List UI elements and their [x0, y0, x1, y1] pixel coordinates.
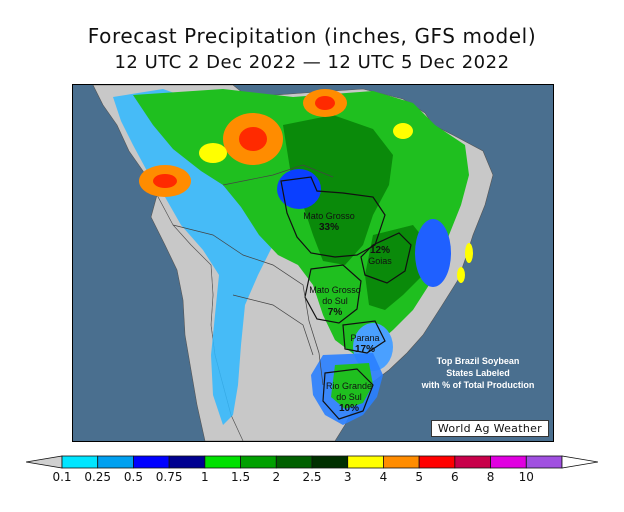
coastal-yellow-2	[457, 267, 465, 283]
colorbar-swatch	[97, 455, 134, 469]
country-border-2	[222, 164, 334, 186]
region-pct: 33%	[318, 222, 339, 233]
region-label-goias: 12% Goias	[355, 245, 405, 267]
rain-patch-blue-1	[277, 169, 321, 209]
colorbar-swatch	[347, 455, 384, 469]
region-pct: 17%	[354, 344, 375, 355]
mato-grosso-do-sul-outline	[304, 264, 362, 324]
colorbar-swatch	[204, 455, 241, 469]
parana-outline	[342, 320, 386, 354]
rio-grande-do-sul-outline	[322, 368, 374, 420]
colorbar-swatch	[311, 455, 349, 469]
colorbar-swatch	[275, 455, 313, 469]
rain-patch-blue-2	[415, 219, 451, 287]
map-title: Forecast Precipitation (inches, GFS mode…	[87, 24, 537, 48]
colorbar-swatch	[525, 455, 563, 469]
goias-outline	[360, 232, 412, 284]
colorbar-tick-label: 2.5	[302, 470, 322, 484]
credit-label: World Ag Weather	[430, 420, 549, 437]
colorbar-swatch	[490, 455, 527, 469]
coastal-yellow-1	[465, 243, 473, 263]
region-label-rio-grande-do-sul: Rio Grande do Sul 10%	[319, 381, 379, 414]
colorbar-tick-label: 5	[415, 470, 423, 484]
map-graphic	[92, 85, 494, 441]
colorbar-swatch	[168, 455, 206, 469]
note-line-2: States Labeled	[446, 368, 510, 378]
hotspot-5	[199, 143, 227, 163]
map-note: Top Brazil Soybean States Labeled with %…	[403, 355, 553, 391]
region-name: Mato Grosso	[303, 211, 355, 221]
region-name: Parana	[350, 333, 380, 343]
region-label-parana: Parana 17%	[343, 333, 387, 355]
colorbar-tick-label: 0.1	[52, 470, 72, 484]
heavy-rain-area-2	[365, 225, 429, 310]
colorbar-swatch	[383, 455, 420, 469]
precipitation-colorbar	[26, 455, 598, 469]
colorbar-swatch	[61, 455, 99, 469]
hotspot-2-core	[239, 127, 267, 151]
region-pct: 7%	[327, 307, 343, 318]
colorbar-ticks: 0.1 0.25 0.5 0.75 1 1.5 2 2.5 3 4 5 6 8 10	[0, 470, 624, 490]
colorbar-arrow-left	[26, 455, 63, 469]
region-name-line2: do Sul	[322, 296, 348, 306]
region-name-line1: Rio Grande	[325, 381, 373, 391]
colorbar-swatch	[454, 455, 491, 469]
colorbar-tick-label: 3	[343, 470, 352, 484]
region-pct: 10%	[338, 403, 359, 414]
colorbar-arrow-right	[561, 455, 598, 469]
colorbar-tick-label: 0.75	[155, 470, 183, 484]
region-name-line1: Mato Grosso	[309, 285, 361, 295]
region-name: Goias	[368, 256, 392, 266]
colorbar-tick-label: 6	[451, 470, 459, 484]
hotspot-1-core	[153, 174, 177, 188]
colorbar-tick-label: 10	[518, 470, 534, 484]
colorbar-tick-label: 8	[486, 470, 495, 484]
note-line-3: with % of Total Production	[421, 380, 535, 390]
colorbar-tick-label: 4	[379, 470, 388, 484]
map-subtitle: 12 UTC 2 Dec 2022 — 12 UTC 5 Dec 2022	[114, 52, 510, 73]
colorbar-tick-label: 0.5	[123, 470, 143, 484]
region-label-mato-grosso: Mato Grosso 33%	[289, 211, 369, 233]
heavy-rain-area-1	[283, 115, 393, 265]
hotspot-3-core	[315, 96, 335, 110]
colorbar-tick-label: 2	[272, 470, 281, 484]
precipitation-map: Mato Grosso 33% 12% Goias Mato Grosso do…	[72, 84, 554, 442]
note-line-1: Top Brazil Soybean	[436, 356, 520, 366]
colorbar-swatch	[240, 455, 277, 469]
region-name-line2: do Sul	[336, 392, 362, 402]
country-border-3	[232, 294, 314, 356]
colorbar-swatch	[133, 455, 170, 469]
hotspot-4	[393, 123, 413, 139]
colorbar-swatch	[418, 455, 456, 469]
region-pct: 12%	[369, 245, 390, 256]
colorbar-tick-label: 1	[201, 470, 209, 484]
mato-grosso-outline	[280, 176, 386, 258]
colorbar-tick-label: 1.5	[231, 470, 251, 484]
region-label-mato-grosso-do-sul: Mato Grosso do Sul 7%	[305, 285, 365, 318]
country-border-1	[172, 224, 324, 386]
colorbar-tick-label: 0.25	[84, 470, 112, 484]
